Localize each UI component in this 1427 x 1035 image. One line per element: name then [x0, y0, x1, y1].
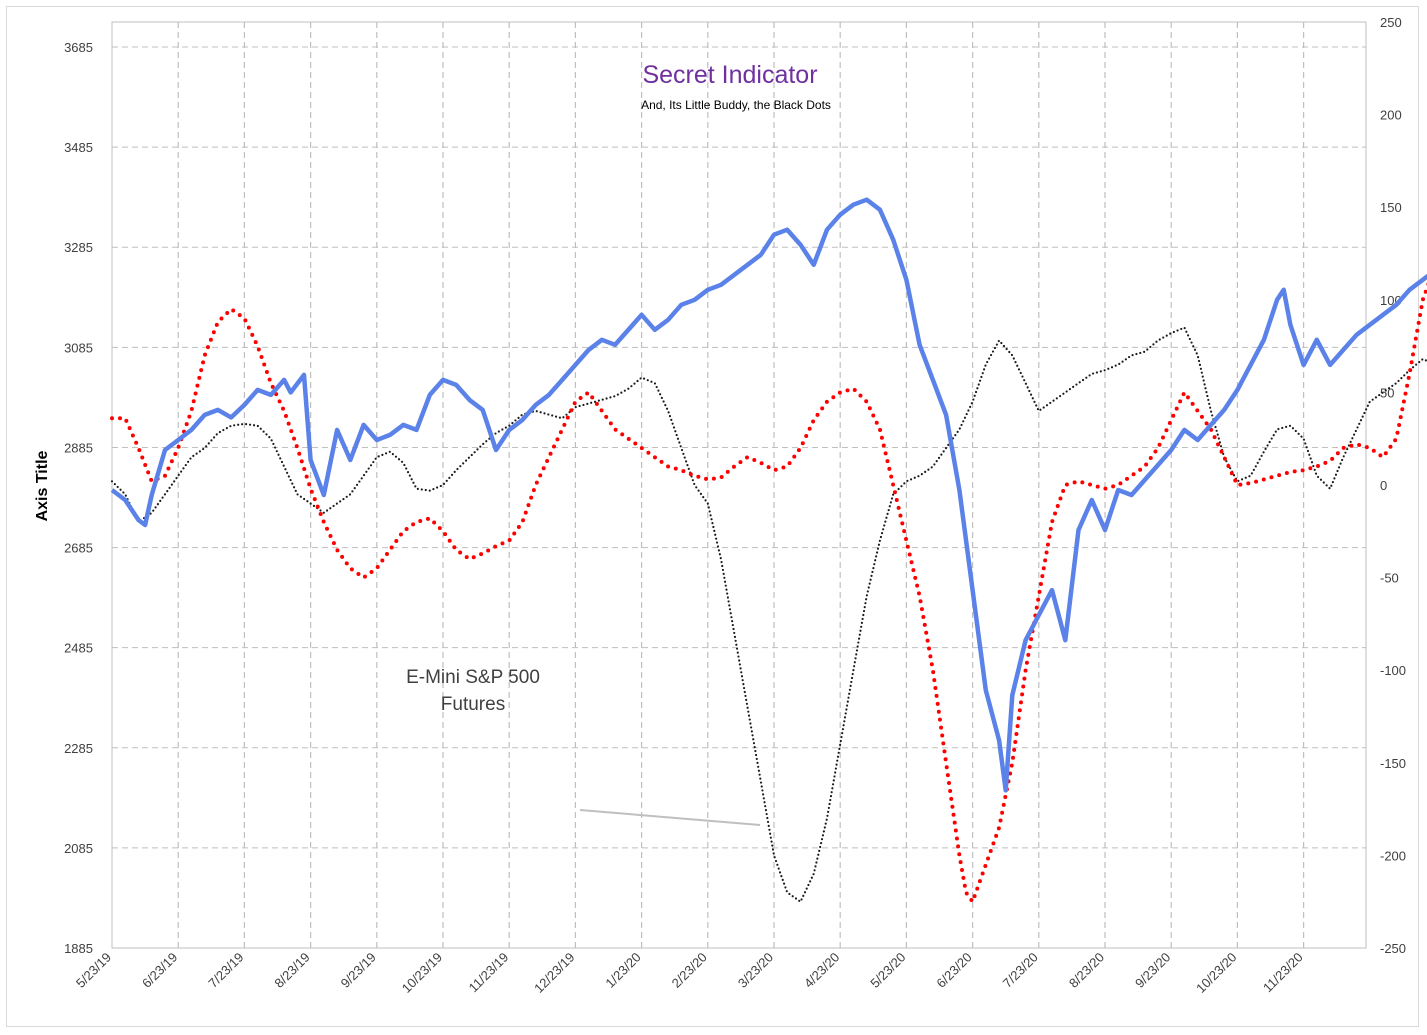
y-axis-title: Axis Title	[34, 450, 51, 521]
right-tick-label: -200	[1380, 848, 1406, 863]
right-tick-label: 0	[1380, 478, 1387, 493]
x-tick-label: 12/23/19	[531, 950, 577, 996]
grid-lines	[111, 21, 1367, 949]
series-line-black-dots	[110, 326, 1427, 903]
left-tick-label: 2885	[64, 440, 93, 455]
x-tick-label: 11/23/19	[466, 950, 512, 996]
annotation-line-1: E-Mini S&P 500	[406, 667, 540, 688]
series-line-sp500	[110, 197, 1427, 793]
right-tick-label: 250	[1380, 15, 1402, 30]
x-tick-label: 8/23/19	[271, 950, 312, 991]
right-tick-label: -250	[1380, 941, 1406, 956]
left-tick-label: 3085	[64, 340, 93, 355]
annotation-line-2: Futures	[441, 694, 505, 715]
chart-title: Secret Indicator	[642, 61, 817, 89]
x-tick-label: 9/23/19	[338, 950, 379, 991]
x-tick-label: 11/23/20	[1260, 950, 1306, 996]
left-tick-label: 3285	[64, 240, 93, 255]
x-tick-label: 7/23/19	[205, 950, 246, 991]
x-tick-label: 2/23/20	[669, 950, 710, 991]
x-tick-label: 10/23/19	[399, 950, 445, 996]
chart-frame	[6, 6, 1419, 1027]
x-tick-label: 6/23/20	[933, 950, 974, 991]
right-tick-label: -50	[1380, 571, 1399, 586]
x-tick-label: 4/23/20	[801, 950, 842, 991]
right-tick-label: -100	[1380, 663, 1406, 678]
x-tick-label: 9/23/20	[1132, 950, 1173, 991]
left-tick-label: 3485	[64, 140, 93, 155]
annotation-leader-line	[579, 809, 761, 826]
left-tick-label: 2685	[64, 541, 93, 556]
x-axis-ticks: 5/23/19 6/23/19 7/23/19 8/23/19 9/23/19 10/23…	[73, 950, 1306, 996]
x-tick-label: 5/23/20	[867, 950, 908, 991]
series-line-secret-indicator	[110, 282, 1427, 904]
series-group	[110, 197, 1427, 904]
x-tick-label: 6/23/19	[139, 950, 180, 991]
right-tick-label: 150	[1380, 200, 1402, 215]
x-tick-label: 1/23/20	[602, 950, 643, 991]
left-tick-label: 2285	[64, 741, 93, 756]
left-tick-label: 2485	[64, 641, 93, 656]
left-tick-label: 2085	[64, 841, 93, 856]
x-tick-label: 8/23/20	[1066, 950, 1107, 991]
x-tick-label: 7/23/20	[1000, 950, 1041, 991]
chart-subtitle: And, Its Little Buddy, the Black Dots	[641, 98, 831, 112]
plot-area-border	[111, 21, 1367, 949]
left-tick-label: 1885	[64, 941, 93, 956]
right-tick-label: 200	[1380, 108, 1402, 123]
left-tick-label: 3685	[64, 40, 93, 55]
x-tick-label: 10/23/20	[1193, 950, 1239, 996]
right-tick-label: -150	[1380, 756, 1406, 771]
x-tick-label: 3/23/20	[735, 950, 776, 991]
left-axis-ticks: 1885 2085 2285 2485 2685 2885 3085 3285 3485 3685	[64, 40, 93, 956]
right-tick-label: 50	[1380, 385, 1394, 400]
